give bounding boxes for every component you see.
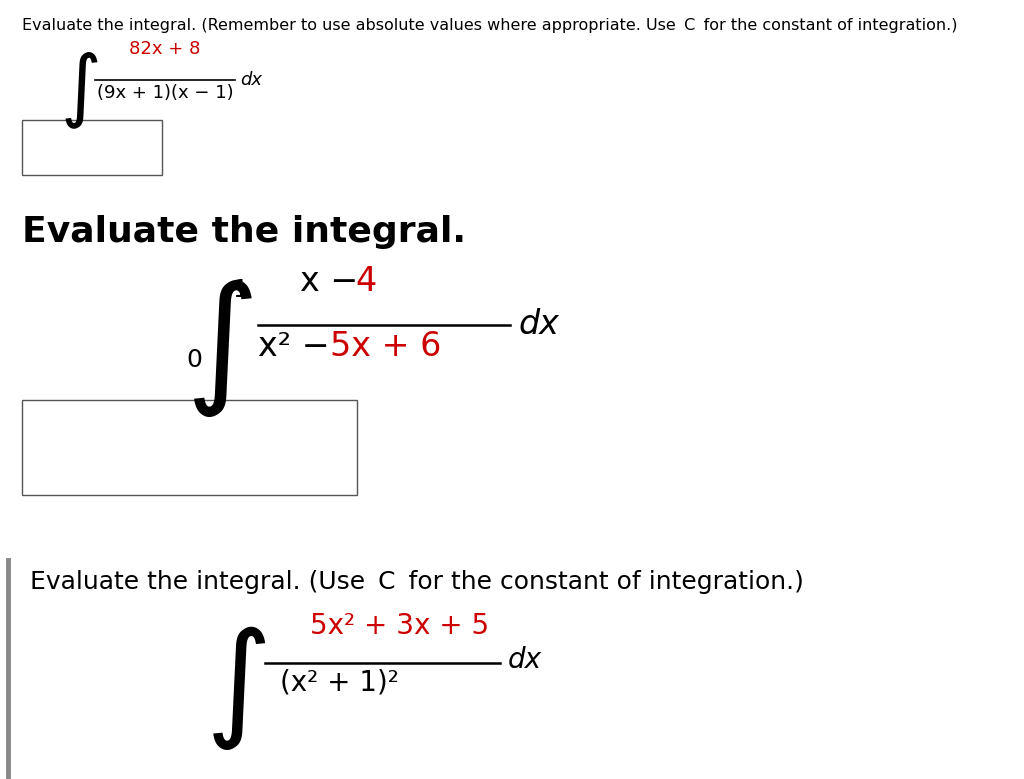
Text: x −: x −	[300, 265, 369, 298]
Text: 0: 0	[186, 348, 202, 372]
Text: 1: 1	[232, 278, 248, 302]
Text: (x² + 1)²: (x² + 1)²	[280, 668, 399, 696]
Text: 5x² + 3x + 5: 5x² + 3x + 5	[310, 612, 489, 640]
Text: $\int$: $\int$	[205, 625, 266, 752]
Text: dx: dx	[508, 646, 542, 674]
Text: x² −: x² −	[258, 330, 340, 363]
Text: Evaluate the integral. (Remember to use absolute values where appropriate. Use  : Evaluate the integral. (Remember to use …	[22, 18, 957, 33]
Bar	[22, 120, 162, 175]
Text: (9x + 1)(x − 1): (9x + 1)(x − 1)	[96, 84, 233, 102]
Text: 5x + 6: 5x + 6	[330, 330, 441, 363]
Text: 82x + 8: 82x + 8	[129, 40, 201, 58]
Text: 4: 4	[355, 265, 376, 298]
Bar	[22, 400, 357, 495]
Text: Evaluate the integral.: Evaluate the integral.	[22, 215, 466, 249]
Text: $\int$: $\int$	[185, 278, 253, 419]
Text: $\int$: $\int$	[60, 50, 98, 131]
Text: dx: dx	[240, 71, 262, 89]
Text: Evaluate the integral. (Use  C  for the constant of integration.): Evaluate the integral. (Use C for the co…	[30, 570, 804, 594]
Text: dx: dx	[518, 308, 559, 341]
